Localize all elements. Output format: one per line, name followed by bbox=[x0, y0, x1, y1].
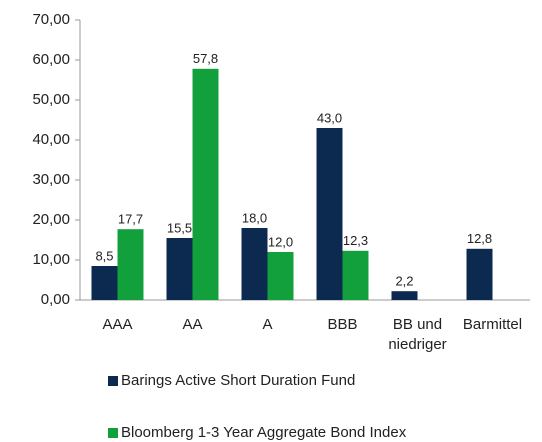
bar bbox=[342, 250, 369, 300]
legend-label: Bloomberg 1-3 Year Aggregate Bond Index bbox=[121, 424, 407, 441]
x-tick-label: AA bbox=[182, 316, 202, 333]
data-label: 18,0 bbox=[242, 210, 267, 225]
y-tick-label: 0,00 bbox=[41, 291, 70, 308]
data-label: 57,8 bbox=[193, 51, 218, 66]
data-label: 8,5 bbox=[95, 248, 113, 263]
data-label: 12,8 bbox=[467, 231, 492, 246]
data-label: 17,7 bbox=[118, 212, 143, 227]
y-tick-label: 20,00 bbox=[32, 211, 70, 228]
x-tick-label: Barmittel bbox=[463, 316, 522, 333]
bar bbox=[241, 228, 268, 300]
data-label: 2,2 bbox=[395, 274, 413, 289]
x-tick-label: BB und niedriger bbox=[388, 316, 446, 353]
y-tick-label: 50,00 bbox=[32, 91, 70, 108]
y-tick-label: 30,00 bbox=[32, 171, 70, 188]
x-tick-label: BBB bbox=[327, 316, 357, 333]
data-label: 43,0 bbox=[317, 110, 342, 125]
bar bbox=[166, 238, 193, 300]
data-label: 12,3 bbox=[343, 233, 368, 248]
y-tick-label: 60,00 bbox=[32, 51, 70, 68]
data-label: 15,5 bbox=[167, 220, 192, 235]
bar bbox=[391, 291, 418, 300]
y-tick-label: 70,00 bbox=[32, 11, 70, 28]
legend-label: Barings Active Short Duration Fund bbox=[121, 372, 355, 389]
x-tick-label: A bbox=[262, 316, 272, 333]
legend-swatch bbox=[108, 428, 118, 438]
bar bbox=[117, 229, 144, 300]
x-tick-label: AAA bbox=[102, 316, 132, 333]
bar bbox=[466, 248, 493, 300]
data-label: 12,0 bbox=[268, 234, 293, 249]
legend-swatch bbox=[108, 376, 118, 386]
y-tick-label: 10,00 bbox=[32, 251, 70, 268]
bar bbox=[267, 252, 294, 300]
bar bbox=[192, 68, 219, 300]
bar bbox=[316, 128, 343, 300]
bar bbox=[91, 266, 118, 300]
y-tick-label: 40,00 bbox=[32, 131, 70, 148]
